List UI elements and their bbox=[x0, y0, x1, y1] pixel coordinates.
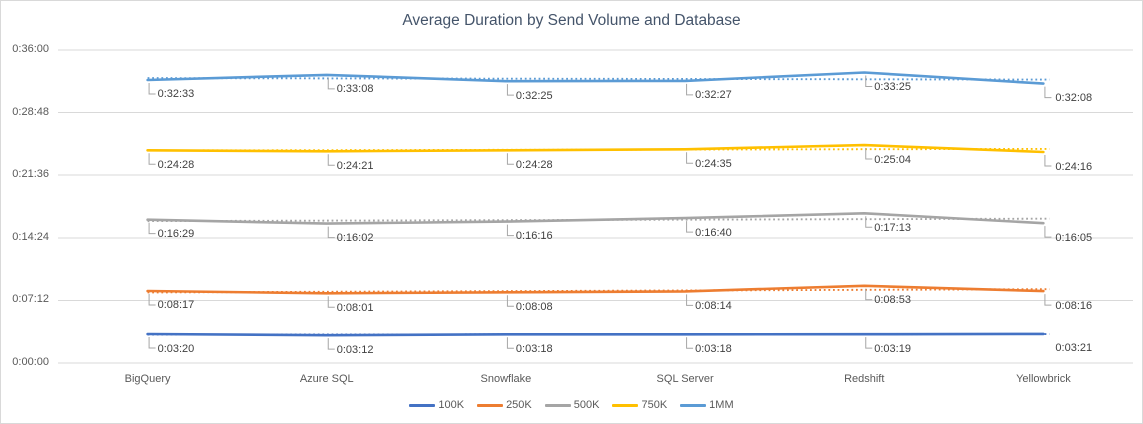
legend-swatch-1MM bbox=[680, 403, 707, 407]
x-axis-category-label: BigQuery bbox=[124, 373, 171, 385]
label-leader-line bbox=[686, 294, 694, 306]
label-leader-line bbox=[506, 153, 514, 165]
label-leader-line bbox=[1044, 226, 1052, 238]
legend-swatch-250K bbox=[477, 403, 504, 407]
data-label-1MM: 0:33:08 bbox=[336, 83, 374, 96]
data-label-500K: 0:16:29 bbox=[157, 228, 195, 241]
legend-item-750K: 750K bbox=[612, 399, 667, 411]
chart-title: Average Duration by Send Volume and Data… bbox=[402, 12, 741, 29]
data-label-750K: 0:24:35 bbox=[695, 157, 732, 170]
legend-label: 500K bbox=[573, 399, 600, 411]
series-line-250K bbox=[146, 284, 1045, 295]
label-leader-line bbox=[865, 288, 873, 301]
data-label-500K: 0:16:05 bbox=[1055, 231, 1093, 244]
data-label-100K: 0:03:19 bbox=[874, 342, 911, 355]
label-leader-line bbox=[865, 75, 873, 87]
legend-item-1MM: 1MM bbox=[680, 399, 734, 411]
trendline-250K bbox=[147, 288, 1050, 294]
x-axis-category-label: Snowflake bbox=[480, 373, 532, 385]
label-leader-line bbox=[1044, 86, 1052, 99]
series-line-1MM bbox=[146, 71, 1045, 85]
label-leader-line bbox=[506, 337, 514, 349]
label-leader-line bbox=[327, 296, 335, 308]
label-leader-line bbox=[506, 295, 514, 307]
data-label-1MM: 0:32:08 bbox=[1055, 92, 1093, 105]
x-axis-category-label: Azure SQL bbox=[299, 373, 354, 385]
data-label-750K: 0:24:28 bbox=[157, 158, 195, 171]
data-label-250K: 0:08:53 bbox=[874, 294, 911, 307]
data-label-500K: 0:16:16 bbox=[515, 230, 553, 243]
label-leader-line bbox=[865, 148, 873, 160]
label-leader-line bbox=[1044, 155, 1052, 167]
label-leader-line bbox=[327, 77, 335, 90]
data-label-750K: 0:24:21 bbox=[336, 159, 374, 172]
label-leader-line bbox=[327, 226, 335, 239]
data-label-1MM: 0:33:25 bbox=[874, 80, 911, 93]
label-leader-line bbox=[327, 154, 335, 166]
label-leader-line bbox=[1044, 294, 1052, 306]
legend: 100K 250K 500K 750K 1MM bbox=[1, 399, 1142, 411]
legend-swatch-500K bbox=[544, 403, 571, 407]
y-axis-tick-label: 0:36:00 bbox=[12, 43, 49, 55]
label-leader-line bbox=[148, 82, 156, 95]
trendline-750K bbox=[147, 147, 1050, 152]
data-label-100K: 0:03:12 bbox=[336, 343, 374, 356]
label-leader-line bbox=[865, 337, 873, 349]
x-axis-category-label: SQL Server bbox=[656, 373, 714, 385]
y-axis-tick-label: 0:28:48 bbox=[12, 105, 49, 118]
label-leader-line bbox=[686, 83, 694, 96]
label-leader-line bbox=[686, 152, 694, 164]
data-label-750K: 0:24:28 bbox=[515, 158, 553, 171]
y-axis-tick-label: 0:21:36 bbox=[12, 168, 49, 181]
legend-label: 250K bbox=[506, 399, 532, 411]
data-label-100K: 0:03:21 bbox=[1055, 342, 1093, 355]
legend-swatch-100K bbox=[409, 403, 436, 407]
y-axis-tick-label: 0:14:24 bbox=[12, 230, 49, 243]
label-leader-line bbox=[148, 293, 156, 306]
data-label-100K: 0:03:18 bbox=[695, 342, 732, 355]
legend-label: 1MM bbox=[709, 399, 734, 411]
x-axis-category-label: Redshift bbox=[844, 373, 885, 385]
label-leader-line bbox=[506, 84, 514, 96]
legend-item-100K: 100K bbox=[409, 399, 464, 411]
data-label-500K: 0:16:02 bbox=[336, 232, 374, 245]
legend-item-500K: 500K bbox=[544, 399, 600, 411]
legend-label: 100K bbox=[438, 399, 465, 411]
data-label-250K: 0:08:01 bbox=[336, 301, 374, 314]
label-leader-line bbox=[506, 224, 514, 237]
data-label-1MM: 0:32:27 bbox=[695, 89, 732, 102]
label-leader-line bbox=[686, 337, 694, 349]
data-label-750K: 0:24:16 bbox=[1055, 160, 1093, 173]
data-label-250K: 0:08:16 bbox=[1055, 299, 1093, 312]
trendline-1MM bbox=[147, 77, 1050, 81]
label-leader-line bbox=[148, 153, 156, 165]
y-axis-tick-label: 0:00:00 bbox=[12, 356, 49, 368]
label-leader-line bbox=[686, 221, 694, 233]
data-label-500K: 0:17:13 bbox=[874, 221, 911, 234]
legend-label: 750K bbox=[641, 399, 668, 411]
data-label-500K: 0:16:40 bbox=[695, 226, 732, 239]
data-label-750K: 0:25:04 bbox=[874, 153, 911, 166]
data-label-100K: 0:03:20 bbox=[157, 342, 195, 355]
label-leader-line bbox=[327, 338, 335, 350]
data-label-250K: 0:08:17 bbox=[157, 299, 195, 312]
y-axis-tick-label: 0:07:12 bbox=[12, 293, 49, 306]
data-label-1MM: 0:32:25 bbox=[515, 89, 553, 102]
data-label-250K: 0:08:08 bbox=[515, 300, 553, 313]
x-axis-category-label: Yellowbrick bbox=[1016, 373, 1071, 385]
label-leader-line bbox=[148, 222, 156, 235]
legend-item-250K: 250K bbox=[477, 399, 532, 411]
data-label-100K: 0:03:18 bbox=[515, 342, 553, 355]
data-label-1MM: 0:32:33 bbox=[157, 88, 195, 101]
label-leader-line bbox=[148, 337, 156, 349]
label-leader-line bbox=[865, 216, 873, 228]
legend-swatch-750K bbox=[612, 403, 639, 407]
trendline-500K bbox=[147, 217, 1050, 223]
trendline-100K bbox=[147, 333, 1050, 336]
data-label-250K: 0:08:14 bbox=[695, 299, 732, 312]
